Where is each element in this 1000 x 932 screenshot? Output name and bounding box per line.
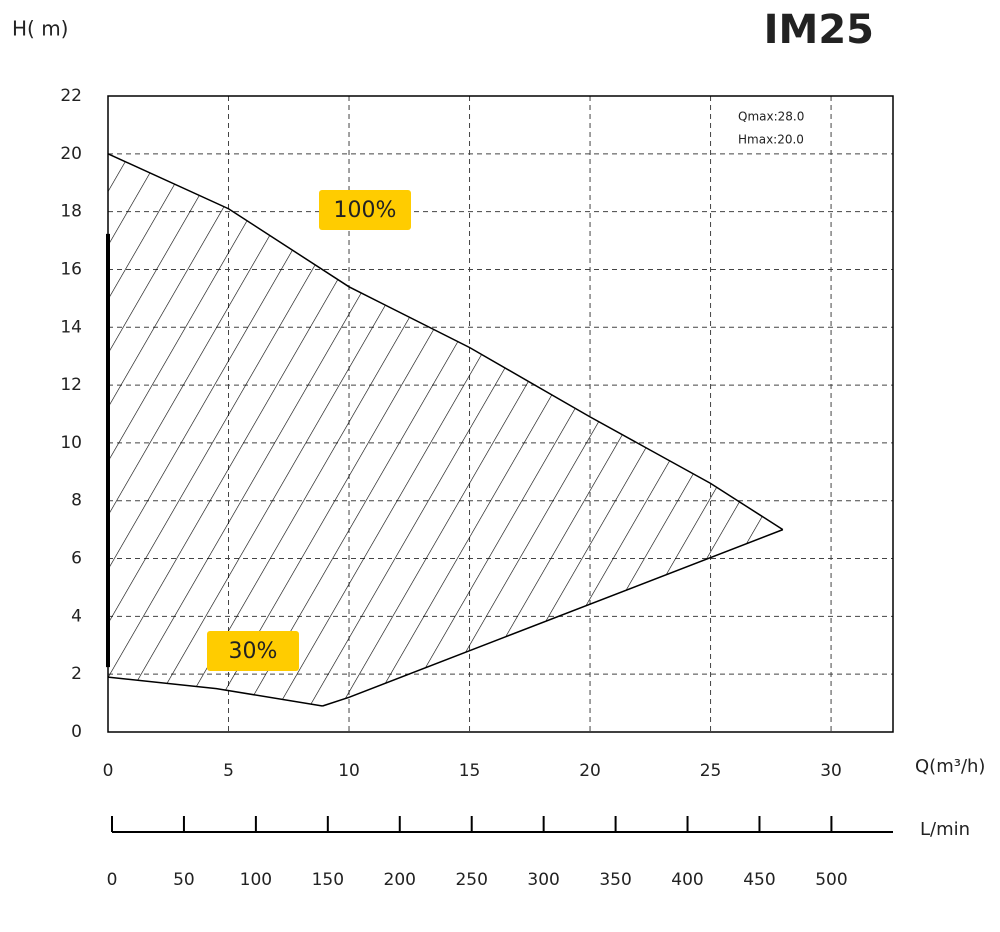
y-tick-label: 18 <box>60 202 82 222</box>
x-tick-label: 15 <box>459 761 481 781</box>
chart-title: IM25 <box>764 7 874 53</box>
x-tick-label: 10 <box>338 761 360 781</box>
x-axis-title: Q(m³/h) <box>915 756 985 777</box>
x2-tick-label: 50 <box>173 870 195 890</box>
x2-tick-label: 0 <box>107 870 118 890</box>
curve <box>107 676 323 707</box>
curve-label: 100% <box>334 198 397 223</box>
x-tick-label: 0 <box>103 761 114 781</box>
x2-tick-label: 250 <box>455 870 487 890</box>
x2-axis-title: L/min <box>920 819 970 840</box>
x-tick-label: 5 <box>223 761 234 781</box>
x2-tick-label: 200 <box>384 870 416 890</box>
curve-label-box <box>207 631 299 671</box>
x-tick-label: 30 <box>820 761 842 781</box>
x2-tick-label: 150 <box>312 870 344 890</box>
x2-tick-label: 500 <box>815 870 847 890</box>
y-tick-label: 20 <box>60 144 82 164</box>
curve-label-box <box>319 190 411 230</box>
y-tick-label: 10 <box>60 433 82 453</box>
x-tick-label: 25 <box>700 761 722 781</box>
plot-frame <box>107 95 894 733</box>
y-tick-label: 6 <box>71 549 82 569</box>
x2-tick-label: 350 <box>599 870 631 890</box>
x2-tick-label: 450 <box>743 870 775 890</box>
curve-label: 30% <box>229 639 278 664</box>
y-tick-label: 22 <box>60 86 82 106</box>
y-tick-label: 16 <box>60 259 82 279</box>
y-tick-label: 8 <box>71 491 82 511</box>
x2-tick-label: 400 <box>671 870 703 890</box>
x2-tick-label: 100 <box>240 870 272 890</box>
hatch-region <box>108 153 783 706</box>
y-tick-label: 2 <box>71 664 82 684</box>
x-tick-label: 20 <box>579 761 601 781</box>
y-axis-title: H( m) <box>12 17 68 41</box>
y-tick-label: 14 <box>60 317 82 337</box>
y-tick-label: 4 <box>71 606 82 626</box>
curve <box>322 528 784 707</box>
x2-tick-label: 300 <box>527 870 559 890</box>
annotation: Hmax:20.0 <box>738 133 804 147</box>
y-tick-label: 12 <box>60 375 82 395</box>
annotation: Qmax:28.0 <box>738 110 804 124</box>
y-tick-label: 0 <box>71 722 82 742</box>
curve <box>107 153 784 531</box>
